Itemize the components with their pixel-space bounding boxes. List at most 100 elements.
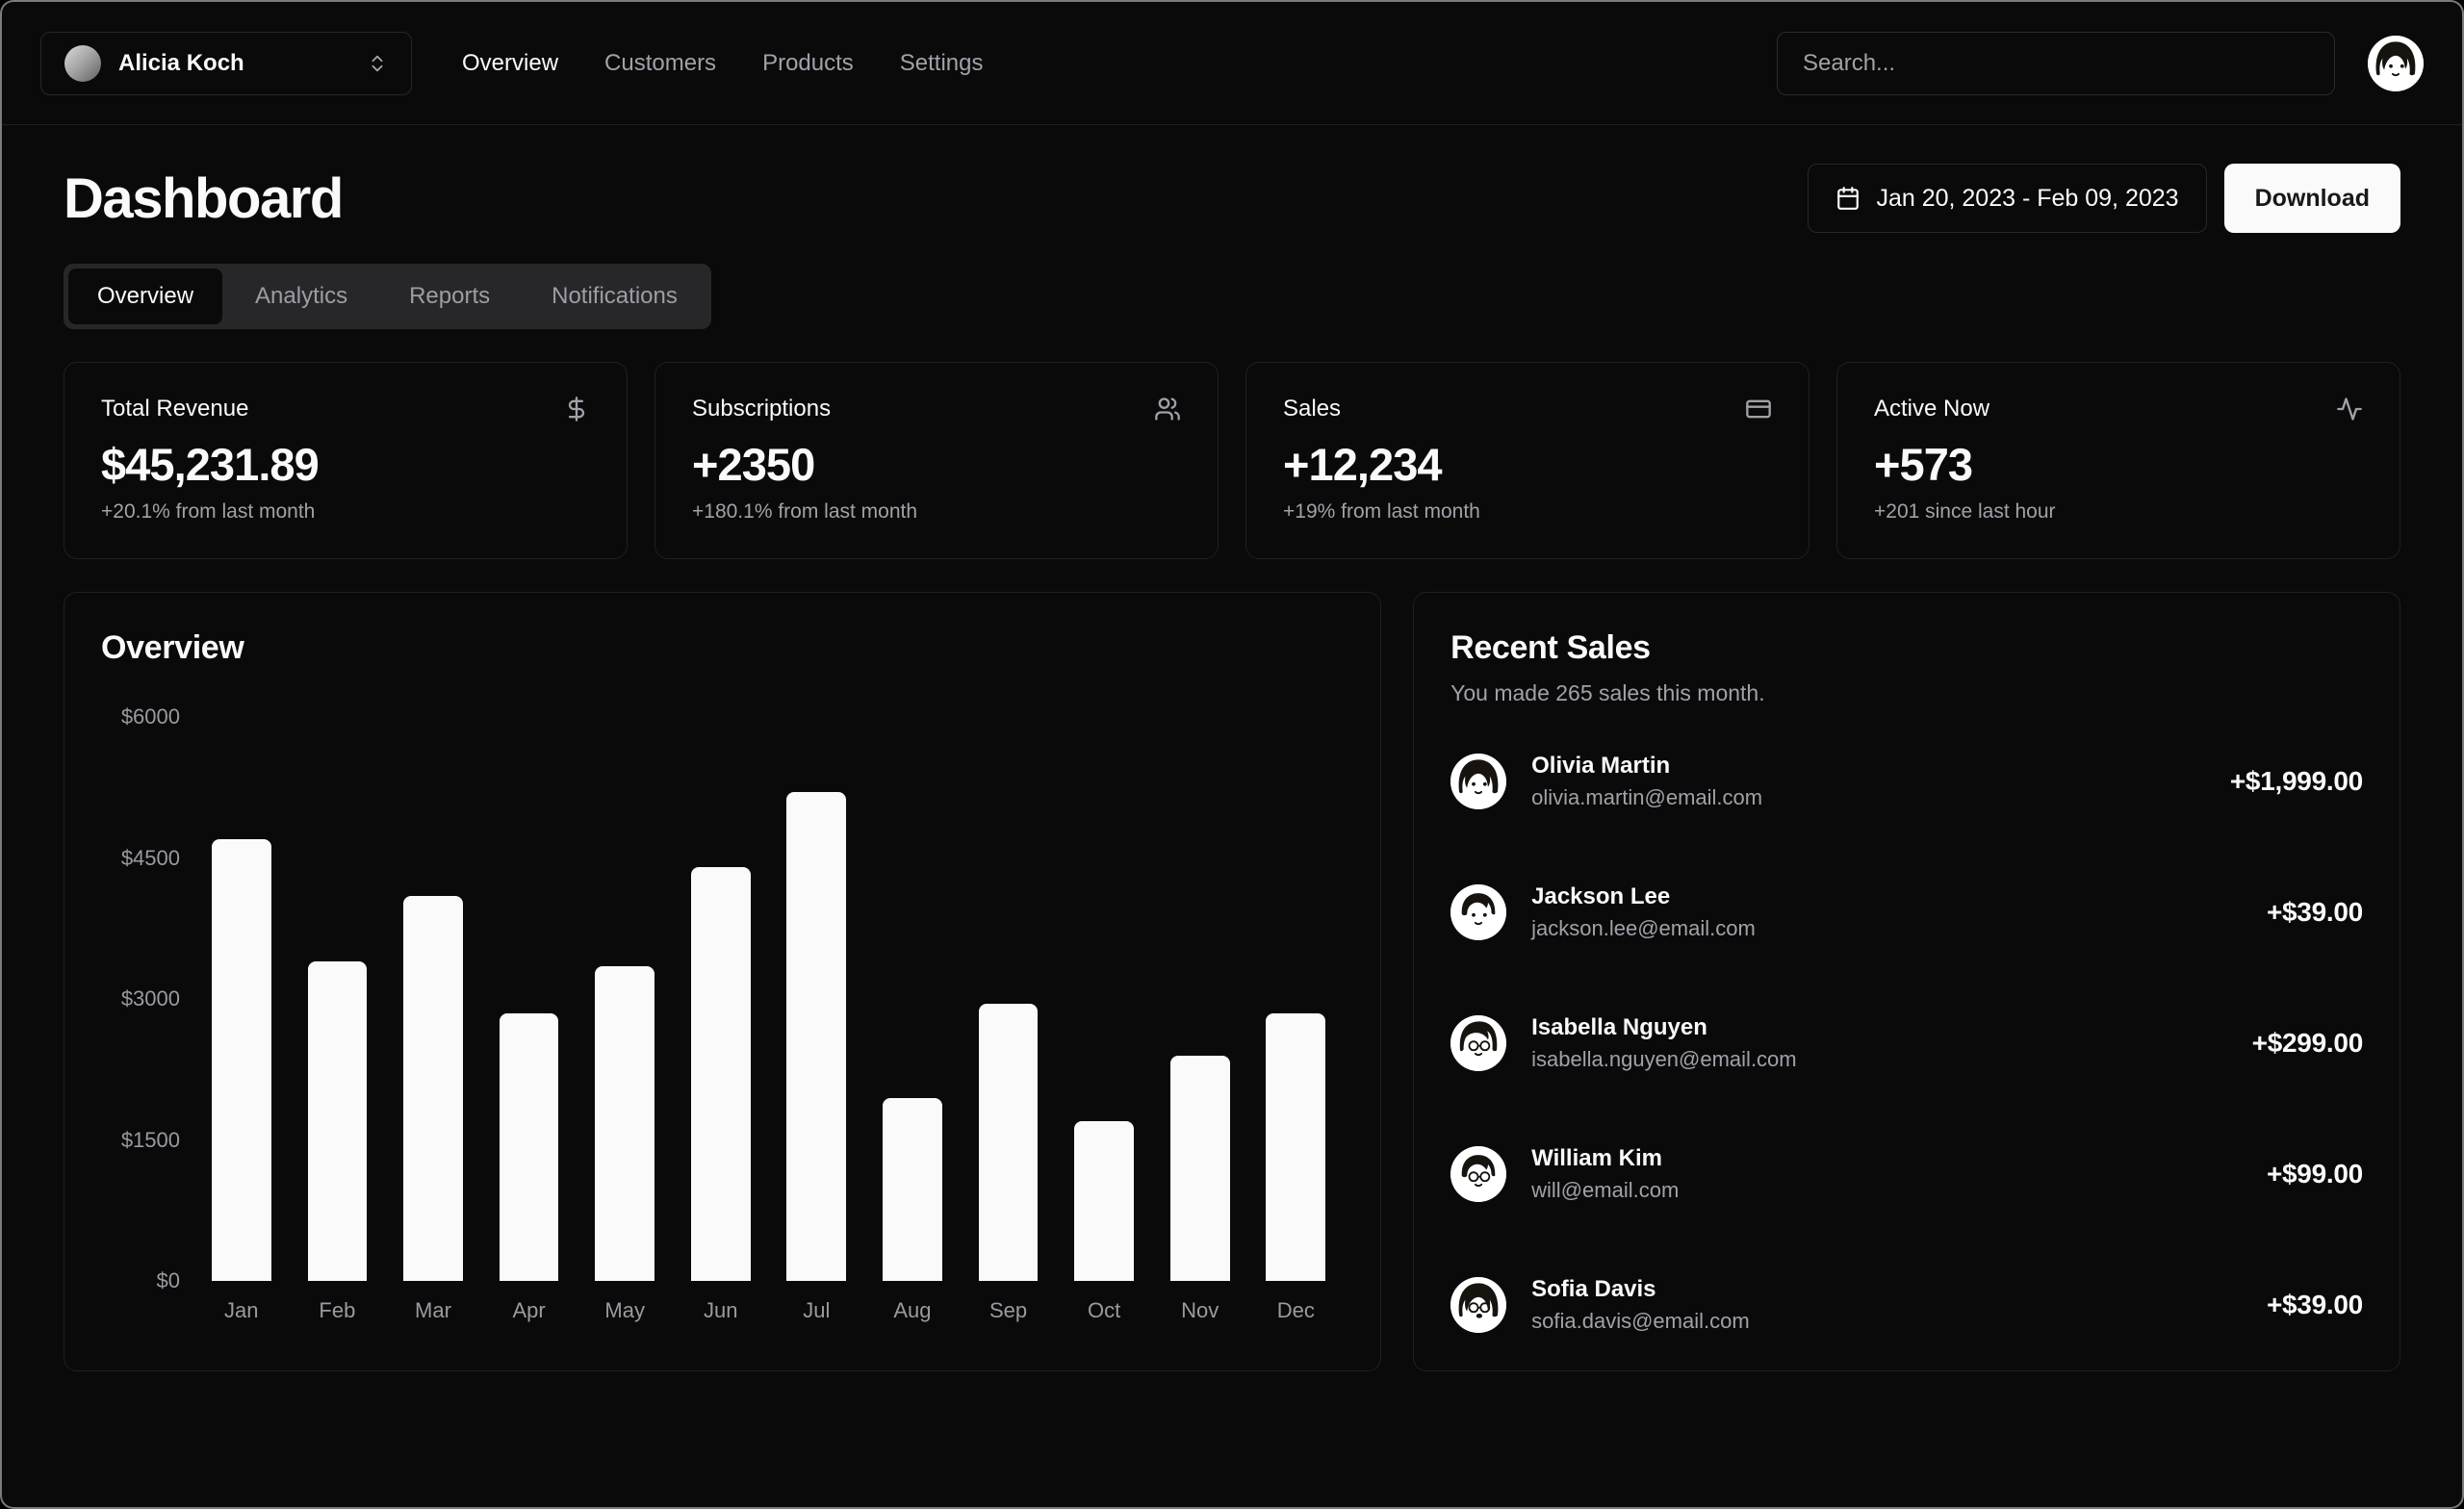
- y-axis-tick: $6000: [120, 704, 180, 729]
- title-row: Dashboard Jan 20, 2023 - Feb 09, 2023 Do…: [64, 164, 2400, 233]
- bar-slot-mar: [385, 717, 481, 1281]
- bar-slot-nov: [1152, 717, 1248, 1281]
- bar-oct: [1074, 1120, 1134, 1281]
- bar-slot-feb: [290, 717, 386, 1281]
- nav-link-customers[interactable]: Customers: [604, 49, 717, 76]
- team-avatar: [64, 44, 101, 82]
- main-nav: Overview Customers Products Settings: [462, 50, 984, 77]
- stat-card-sales: Sales +12,234 +19% from last month: [1245, 362, 1810, 559]
- avatar-isabella: [1450, 1015, 1507, 1071]
- x-axis-label-jul: Jul: [803, 1298, 831, 1322]
- sale-row: Sofia Davis sofia.davis@email.com +$39.0…: [1450, 1276, 2363, 1334]
- sale-email: will@email.com: [1531, 1178, 1680, 1202]
- sale-name: Isabella Nguyen: [1531, 1014, 1707, 1040]
- bar-slot-sep: [961, 717, 1057, 1281]
- calendar-icon: [1835, 186, 1861, 211]
- sale-amount: +$99.00: [2266, 1159, 2363, 1189]
- credit-card-icon: [1745, 396, 1772, 422]
- activity-icon: [2336, 396, 2363, 422]
- bar-may: [595, 965, 655, 1281]
- sale-email: olivia.martin@email.com: [1531, 785, 1763, 809]
- tab-notifications[interactable]: Notifications: [523, 269, 706, 324]
- recent-sales-list: Olivia Martin olivia.martin@email.com +$…: [1450, 753, 2363, 1334]
- team-switcher-button[interactable]: Alicia Koch: [40, 31, 412, 95]
- app-header: Alicia Koch Overview Customers Products Set…: [2, 2, 2462, 125]
- x-axis-label-may: May: [604, 1298, 645, 1322]
- bar-slot-jan: [193, 717, 290, 1281]
- bar-chart: $6000 $4500 $3000 $1500 $0 Jan Feb Mar Apr May Ju…: [101, 704, 1344, 1323]
- sale-name: Sofia Davis: [1531, 1276, 1656, 1302]
- sale-email: jackson.lee@email.com: [1531, 916, 1756, 940]
- y-axis-tick: $4500: [120, 845, 180, 870]
- bar-slot-dec: [1248, 717, 1345, 1281]
- bar-mar: [403, 895, 463, 1281]
- sale-info: Jackson Lee jackson.lee@email.com: [1531, 883, 1756, 941]
- stat-card-value: +573: [1874, 439, 1973, 490]
- sale-email: isabella.nguyen@email.com: [1531, 1047, 1797, 1071]
- date-range-picker[interactable]: Jan 20, 2023 - Feb 09, 2023: [1808, 164, 2207, 233]
- bar-feb: [307, 960, 368, 1281]
- users-icon: [1154, 396, 1181, 422]
- chart-x-axis: Jan Feb Mar Apr May Jun Jul Aug Sep Oct Nov Dec: [193, 1298, 1344, 1323]
- x-axis-label-mar: Mar: [415, 1298, 451, 1322]
- sale-amount: +$1,999.00: [2229, 766, 2363, 796]
- stat-card-title: Active Now: [1874, 396, 1990, 422]
- avatar-william: [1450, 1146, 1507, 1202]
- recent-sales-subtitle: You made 265 sales this month.: [1450, 680, 1765, 705]
- stats-grid: Total Revenue $45,231.89 +20.1% from las…: [64, 362, 2400, 559]
- download-button[interactable]: Download: [2223, 164, 2400, 233]
- page-title: Dashboard: [64, 166, 344, 230]
- sale-row: Olivia Martin olivia.martin@email.com +$…: [1450, 753, 2363, 810]
- sale-name: Olivia Martin: [1531, 753, 1671, 779]
- sale-amount: +$39.00: [2266, 897, 2363, 927]
- tab-overview[interactable]: Overview: [68, 269, 223, 324]
- bar-jul: [786, 792, 847, 1281]
- chart-y-axis: $6000 $4500 $3000 $1500 $0: [101, 704, 193, 1292]
- dollar-sign-icon: [563, 396, 590, 422]
- x-axis-label-nov: Nov: [1181, 1298, 1219, 1322]
- y-axis-tick: $1500: [120, 1127, 180, 1152]
- avatar-jackson: [1450, 884, 1507, 940]
- sale-info: Isabella Nguyen isabella.nguyen@email.co…: [1531, 1014, 1796, 1072]
- date-range-label: Jan 20, 2023 - Feb 09, 2023: [1876, 184, 2179, 212]
- stat-card-value: +2350: [692, 439, 815, 490]
- stat-card-change: +180.1% from last month: [692, 500, 918, 523]
- nav-link-overview[interactable]: Overview: [462, 49, 559, 76]
- tab-analytics[interactable]: Analytics: [226, 269, 376, 324]
- stat-card-title: Total Revenue: [101, 396, 249, 422]
- bar-slot-jun: [673, 717, 769, 1281]
- avatar-sofia: [1450, 1277, 1507, 1333]
- page-content: Dashboard Jan 20, 2023 - Feb 09, 2023 Do…: [2, 125, 2462, 1371]
- stat-card-change: +201 since last hour: [1874, 500, 2056, 523]
- y-axis-tick: $3000: [120, 986, 180, 1010]
- nav-link-products[interactable]: Products: [762, 49, 854, 76]
- tab-reports[interactable]: Reports: [380, 269, 519, 324]
- sale-name: Jackson Lee: [1531, 883, 1671, 909]
- x-axis-label-aug: Aug: [893, 1298, 932, 1322]
- bar-nov: [1169, 1055, 1230, 1281]
- recent-sales-panel: Recent Sales You made 265 sales this mon…: [1413, 592, 2400, 1371]
- chart-plot: Jan Feb Mar Apr May Jun Jul Aug Sep Oct Nov Dec: [193, 717, 1344, 1323]
- recent-sales-title: Recent Sales: [1450, 629, 1651, 666]
- x-axis-label-feb: Feb: [319, 1298, 356, 1322]
- bar-jan: [211, 838, 271, 1281]
- sale-row: Jackson Lee jackson.lee@email.com +$39.0…: [1450, 883, 2363, 941]
- user-avatar-button[interactable]: [2368, 35, 2424, 91]
- stat-card-value: $45,231.89: [101, 439, 320, 490]
- avatar-olivia: [1450, 754, 1507, 809]
- bar-slot-apr: [481, 717, 578, 1281]
- sale-info: Sofia Davis sofia.davis@email.com: [1531, 1276, 1750, 1334]
- search-input[interactable]: [1777, 31, 2335, 95]
- sale-amount: +$299.00: [2251, 1028, 2364, 1058]
- sale-row: Isabella Nguyen isabella.nguyen@email.co…: [1450, 1014, 2363, 1072]
- nav-link-settings[interactable]: Settings: [899, 49, 984, 76]
- y-axis-tick: $0: [156, 1268, 180, 1292]
- bar-slot-may: [577, 717, 673, 1281]
- title-actions: Jan 20, 2023 - Feb 09, 2023 Download: [1808, 164, 2400, 233]
- stat-card-value: +12,234: [1283, 439, 1443, 490]
- bar-slot-oct: [1056, 717, 1152, 1281]
- sale-info: Olivia Martin olivia.martin@email.com: [1531, 753, 1762, 810]
- stat-card-total-revenue: Total Revenue $45,231.89 +20.1% from las…: [64, 362, 628, 559]
- sale-name: William Kim: [1531, 1145, 1662, 1171]
